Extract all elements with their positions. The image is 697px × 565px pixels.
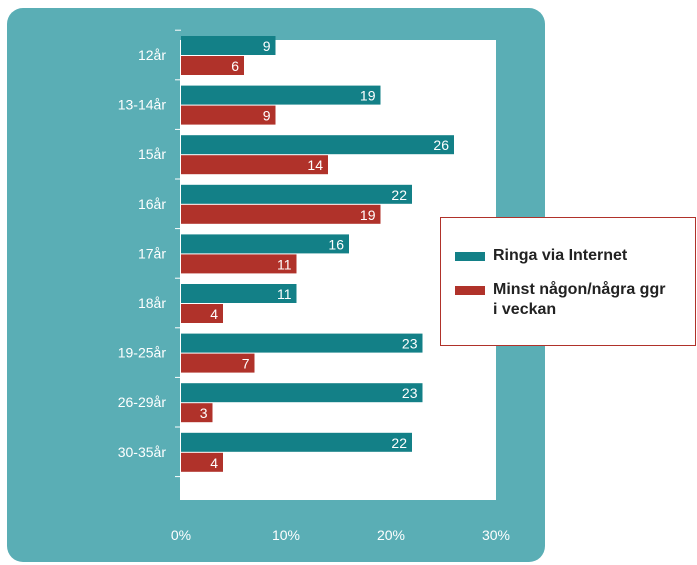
data-label: 11 [277,256,292,272]
y-tick-label: 15år [138,146,166,162]
bar-minst [181,403,213,423]
bar-minst [181,452,223,472]
y-tick-label: 26-29år [118,394,167,410]
bar-minst [181,304,223,323]
data-label: 22 [391,187,407,203]
bar-ringa [181,234,349,254]
legend-item-minst: Minst någon/några ggr i veckan [455,280,673,320]
x-tick-label: 20% [377,527,405,543]
data-label: 11 [277,286,292,302]
data-label: 14 [307,157,323,173]
y-tick-label: 30-35år [118,444,167,460]
bar-minst [181,353,255,373]
y-tick-label: 16år [138,196,166,212]
data-label: 19 [360,88,376,104]
data-label: 7 [242,356,250,372]
x-tick-label: 10% [272,527,300,543]
legend-swatch-minst [455,286,485,295]
y-tick-label: 19-25år [118,345,167,361]
data-label: 4 [210,306,218,322]
data-label: 3 [200,405,208,421]
bar-ringa [181,36,276,55]
data-label: 26 [433,137,449,153]
data-label: 6 [231,58,239,74]
x-tick-label: 0% [171,527,191,543]
bar-ringa [181,184,412,204]
data-label: 4 [210,455,218,471]
y-tick-label: 17år [138,245,166,261]
legend-label-minst: Minst någon/några ggr i veckan [493,281,666,318]
bar-minst [181,254,297,274]
legend: Ringa via Internet Minst någon/några ggr… [440,217,696,346]
data-label: 9 [263,38,271,54]
data-label: 9 [263,108,271,124]
bar-ringa [181,284,297,303]
bar-minst [181,56,244,75]
y-tick-label: 12år [138,47,166,63]
legend-swatch-ringa [455,252,485,261]
bar-ringa [181,383,423,403]
data-label: 22 [391,435,407,451]
bar-ringa [181,85,381,105]
bar-ringa [181,432,412,452]
bar-ringa [181,333,423,353]
data-label: 23 [402,336,418,352]
bar-minst [181,204,381,224]
y-tick-label: 18år [138,295,166,311]
legend-item-ringa: Ringa via Internet [455,246,673,266]
data-label: 19 [360,207,376,223]
bar-ringa [181,135,454,155]
bar-minst [181,105,276,125]
data-label: 23 [402,385,418,401]
legend-label-ringa: Ringa via Internet [493,247,628,264]
bar-minst [181,155,328,175]
data-label: 16 [328,236,344,252]
y-tick-label: 13-14år [118,97,167,113]
x-tick-label: 30% [482,527,510,543]
